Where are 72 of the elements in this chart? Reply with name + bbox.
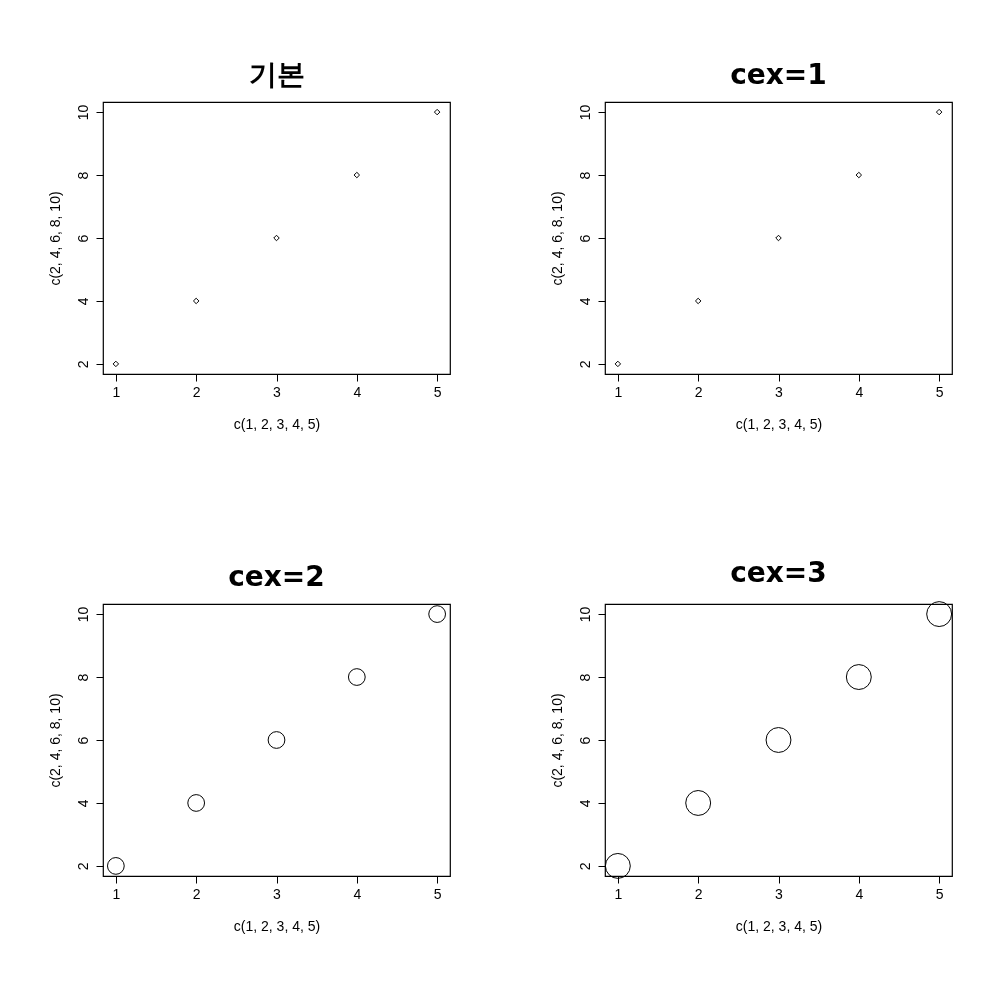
point <box>112 360 120 368</box>
y-axis-title: c(2, 4, 6, 8, 10) <box>548 693 565 788</box>
x-tick-label: 5 <box>433 885 442 902</box>
y-tick-label: 8 <box>74 171 91 180</box>
y-tick-label: 4 <box>74 297 91 306</box>
point <box>347 668 366 686</box>
x-tick-label: 1 <box>614 885 623 902</box>
point <box>604 853 631 879</box>
y-axis-title: c(2, 4, 6, 8, 10) <box>46 693 63 788</box>
point <box>765 727 792 753</box>
y-tick-label: 8 <box>576 673 593 682</box>
point <box>273 234 280 242</box>
point <box>685 790 712 816</box>
point <box>106 857 125 875</box>
x-tick-label: 2 <box>192 885 201 902</box>
x-tick-label: 4 <box>855 383 864 400</box>
x-tick-label: 5 <box>935 383 944 400</box>
y-tick-label: 2 <box>576 862 593 871</box>
point <box>192 297 200 305</box>
x-axis-title: c(1, 2, 3, 4, 5) <box>233 415 321 432</box>
x-tick-label: 4 <box>353 383 362 400</box>
point <box>428 605 447 623</box>
y-tick-label: 10 <box>74 606 91 623</box>
y-tick-label: 10 <box>576 606 593 623</box>
x-axis-title: c(1, 2, 3, 4, 5) <box>233 917 321 934</box>
point <box>614 360 622 368</box>
y-tick-label: 8 <box>576 171 593 180</box>
x-tick-label: 3 <box>273 885 282 902</box>
y-tick-label: 4 <box>576 799 593 808</box>
chart-title: cex=2 <box>228 559 325 593</box>
x-tick-label: 1 <box>112 383 121 400</box>
y-tick-label: 2 <box>576 360 593 369</box>
y-tick-label: 6 <box>74 736 91 745</box>
y-tick-label: 4 <box>576 297 593 306</box>
point <box>926 601 953 627</box>
x-axis-title: c(1, 2, 3, 4, 5) <box>735 917 823 934</box>
y-axis-title: c(2, 4, 6, 8, 10) <box>46 191 63 286</box>
x-tick-label: 1 <box>112 885 121 902</box>
x-tick-label: 4 <box>353 885 362 902</box>
x-tick-label: 2 <box>192 383 201 400</box>
x-tick-label: 5 <box>935 885 944 902</box>
y-tick-label: 6 <box>576 234 593 243</box>
x-tick-label: 2 <box>694 885 703 902</box>
x-tick-label: 3 <box>775 383 784 400</box>
point <box>353 171 361 179</box>
y-tick-label: 10 <box>74 104 91 121</box>
point <box>694 297 702 305</box>
point <box>267 731 286 749</box>
y-tick-label: 6 <box>576 736 593 745</box>
chart-title: cex=3 <box>730 555 827 589</box>
x-tick-label: 5 <box>433 383 442 400</box>
y-tick-label: 8 <box>74 673 91 682</box>
chart-title: 기본 <box>248 58 305 91</box>
x-tick-label: 2 <box>694 383 703 400</box>
y-tick-label: 6 <box>74 234 91 243</box>
chart-title: cex=1 <box>730 58 827 91</box>
x-tick-label: 3 <box>775 885 784 902</box>
point <box>187 794 206 812</box>
point <box>775 234 782 242</box>
x-tick-label: 4 <box>855 885 864 902</box>
y-axis-title: c(2, 4, 6, 8, 10) <box>548 191 565 286</box>
y-tick-label: 4 <box>74 799 91 808</box>
x-axis-title: c(1, 2, 3, 4, 5) <box>735 415 823 432</box>
point <box>845 664 872 690</box>
x-tick-label: 3 <box>273 383 282 400</box>
y-tick-label: 2 <box>74 862 91 871</box>
point <box>935 108 943 116</box>
y-tick-label: 10 <box>576 104 593 121</box>
point <box>855 171 863 179</box>
point <box>433 108 441 116</box>
y-tick-label: 2 <box>74 360 91 369</box>
x-tick-label: 1 <box>614 383 623 400</box>
